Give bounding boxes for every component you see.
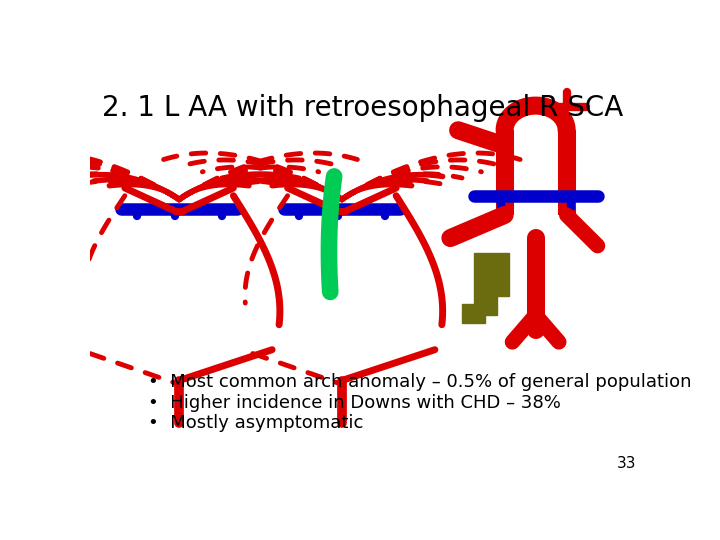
Text: •  Higher incidence in Downs with CHD – 38%: • Higher incidence in Downs with CHD – 3… (148, 394, 561, 411)
Text: •  Mostly asymptomatic: • Mostly asymptomatic (148, 414, 364, 433)
Text: •  Most common arch anomaly – 0.5% of general population: • Most common arch anomaly – 0.5% of gen… (148, 373, 692, 391)
Polygon shape (474, 253, 508, 315)
Text: 33: 33 (617, 456, 636, 471)
Text: 2. 1 L AA with retroesophageal R SCA: 2. 1 L AA with retroesophageal R SCA (102, 94, 623, 122)
Polygon shape (462, 303, 485, 323)
